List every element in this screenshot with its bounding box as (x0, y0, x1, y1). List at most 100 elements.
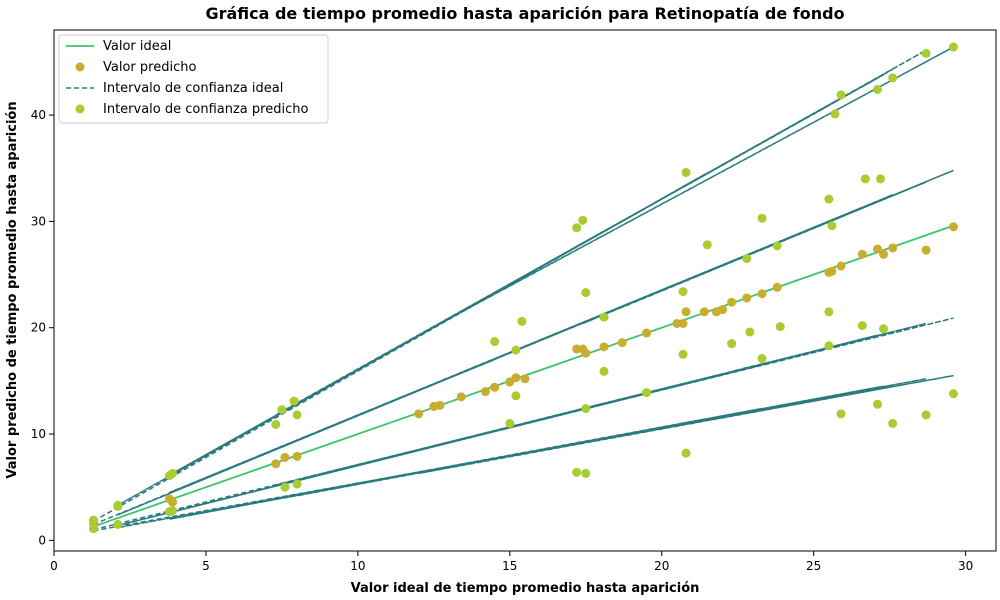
legend-ci-ideal-label: Intervalo de confianza ideal (103, 81, 283, 96)
ci-predicted-point (642, 388, 652, 398)
predicted-point (511, 373, 521, 383)
predicted-point (872, 244, 882, 254)
ci-predicted-point (292, 410, 302, 420)
ci-predicted-point (836, 90, 846, 100)
ci-ideal-series (93, 169, 954, 526)
ci-predicted-point (745, 327, 755, 337)
ci-predicted-point (757, 354, 767, 364)
ci-predicted-point (511, 391, 521, 401)
ci-ideal-series (93, 374, 954, 532)
ci-predicted-point (824, 194, 834, 204)
ci-predicted-point (578, 215, 588, 225)
ci-predicted-point (581, 404, 591, 414)
predicted-point (681, 307, 691, 317)
predicted-point (414, 409, 424, 419)
chart-title: Gráfica de tiempo promedio hasta aparici… (205, 4, 844, 23)
ci-predicted-point (292, 479, 302, 489)
ci-predicted-point (948, 389, 958, 399)
predicted-point (520, 374, 530, 384)
ci-predicted-point (89, 515, 99, 525)
y-tick-label: 40 (31, 108, 46, 122)
x-axis-label: Valor ideal de tiempo promedio hasta apa… (351, 581, 700, 596)
ci-predicted-point (113, 519, 123, 529)
ci-predicted-point (599, 366, 609, 376)
ci-predicted-point (113, 500, 123, 510)
predicted-point (490, 382, 500, 392)
ci-ideal-series (93, 46, 954, 522)
predicted-point (772, 282, 782, 292)
ci-ideal-lines (93, 46, 954, 532)
x-tick-label: 10 (350, 559, 365, 573)
legend-predicted-marker (75, 62, 85, 72)
ci-predicted-point (681, 167, 691, 177)
legend-ideal-label: Valor ideal (103, 39, 171, 54)
ci-predicted-point (280, 482, 290, 492)
y-tick-label: 30 (31, 214, 46, 228)
ci-predicted-point (681, 448, 691, 458)
predicted-point (836, 261, 846, 271)
predicted-point (888, 243, 898, 253)
ci-predicted-point (517, 316, 527, 326)
predicted-point (271, 459, 281, 469)
x-axis: 0 5 10 15 20 25 30 (50, 551, 973, 573)
legend-ci-predicted-marker (75, 104, 85, 114)
predicted-point (699, 307, 709, 317)
ci-predicted-point (948, 42, 958, 52)
y-tick-label: 0 (38, 533, 46, 547)
ci-predicted-point (505, 418, 515, 428)
predicted-point (456, 392, 466, 402)
ci-predicted-points-layer (89, 42, 958, 534)
ci-predicted-point (581, 288, 591, 298)
ci-predicted-point (879, 324, 889, 334)
y-axis: 0 10 20 30 40 (31, 108, 54, 547)
ci-ideal-series (93, 317, 954, 531)
predicted-point (921, 245, 931, 255)
x-tick-label: 0 (50, 559, 58, 573)
ci-predicted-point (678, 349, 688, 359)
ci-predicted-point (89, 524, 99, 534)
predicted-point (168, 497, 178, 507)
ci-predicted-point (490, 337, 500, 347)
ci-predicted-point (277, 405, 287, 415)
ci-predicted-point (860, 174, 870, 184)
predicted-point (857, 249, 867, 259)
ci-predicted-point (511, 345, 521, 355)
predicted-point (678, 318, 688, 328)
ci-predicted-point (824, 307, 834, 317)
legend: Valor ideal Valor predicho Intervalo de … (58, 34, 329, 124)
ci-predicted-point (581, 468, 591, 478)
predicted-point (435, 400, 445, 410)
ci-predicted-point (742, 254, 752, 264)
x-tick-label: 20 (654, 559, 669, 573)
ci-predicted-point (168, 506, 178, 516)
ci-predicted-point (888, 73, 898, 83)
ci-predicted-point (872, 85, 882, 95)
predicted-point (742, 293, 752, 303)
predicted-point (727, 297, 737, 307)
plot-frame (53, 29, 997, 552)
ci-predicted-point (599, 312, 609, 322)
ci-predicted-point (678, 287, 688, 297)
ci-predicted-point (727, 339, 737, 349)
x-tick-label: 15 (502, 559, 517, 573)
predicted-point (827, 266, 837, 276)
ci-predicted-point (921, 48, 931, 58)
predicted-point (948, 222, 958, 232)
ci-predicted-point (702, 240, 712, 250)
y-tick-label: 10 (31, 427, 46, 441)
predicted-point (480, 387, 490, 397)
ci-predicted-point (857, 321, 867, 331)
ci-predicted-point (830, 109, 840, 119)
predicted-point (879, 249, 889, 259)
ci-predicted-point (824, 341, 834, 351)
ci-predicted-point (876, 174, 886, 184)
predicted-point (581, 348, 591, 358)
legend-box (58, 34, 329, 124)
x-tick-label: 30 (958, 559, 973, 573)
legend-ci-predicted-label: Intervalo de confianza predicho (103, 102, 308, 117)
predicted-point (599, 342, 609, 352)
predicted-point (718, 305, 728, 315)
ci-predicted-point (775, 322, 785, 332)
ci-predicted-point (836, 409, 846, 419)
